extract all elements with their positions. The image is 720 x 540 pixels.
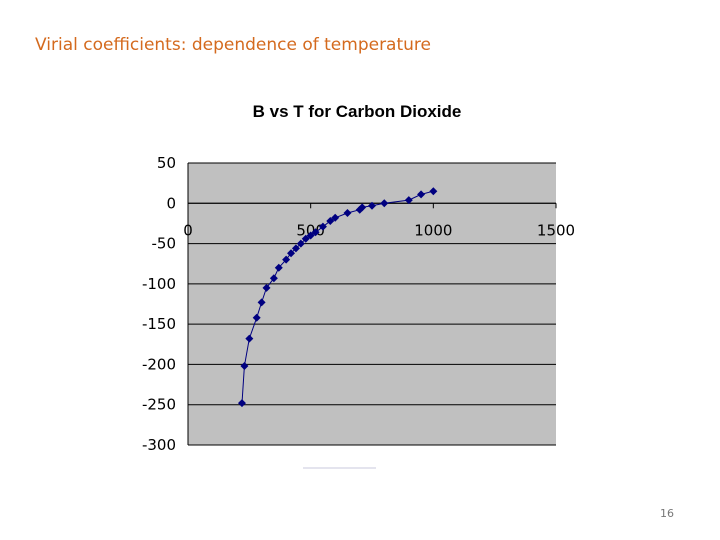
plot-area — [188, 163, 556, 445]
data-point — [358, 203, 367, 212]
y-tick-labels: 50 0 -50 -100 -150 -200 -250 -300 — [142, 154, 176, 454]
grid-lines — [187, 162, 557, 446]
data-point — [311, 228, 320, 237]
x-tick-label: 1500 — [537, 221, 575, 239]
data-point — [287, 249, 296, 258]
data-point — [429, 187, 438, 196]
data-point — [296, 239, 305, 248]
y-tick-label: -150 — [142, 315, 176, 333]
slide-title: Virial coefficients: dependence of tempe… — [35, 35, 431, 55]
y-tick-label: -200 — [142, 355, 176, 373]
data-point — [417, 190, 426, 199]
data-point — [252, 313, 261, 322]
data-point — [262, 283, 271, 292]
x-tick-label: 0 — [183, 221, 193, 239]
data-point — [306, 231, 315, 240]
data-point — [326, 217, 335, 226]
data-point — [245, 334, 254, 343]
data-point — [331, 213, 340, 222]
data-point — [237, 399, 246, 408]
data-point — [380, 199, 389, 208]
data-point — [368, 201, 376, 210]
y-tick-label: -300 — [142, 436, 176, 454]
y-tick-label: 0 — [166, 194, 176, 212]
data-point — [404, 196, 413, 205]
data-point — [274, 263, 283, 272]
data-point — [301, 234, 310, 243]
y-tick-label: 50 — [157, 154, 176, 172]
y-tick-label: -50 — [152, 235, 177, 253]
data-point — [291, 244, 300, 253]
data-point — [318, 222, 327, 231]
data-point — [282, 255, 291, 264]
data-point — [269, 274, 278, 283]
x-tick-label: 500 — [296, 221, 325, 239]
data-series — [237, 187, 438, 408]
y-tick-label: -100 — [142, 275, 176, 293]
x-tick-labels: 0 500 1000 1500 — [183, 221, 575, 239]
y-tick-label: -250 — [142, 396, 176, 414]
data-point — [240, 362, 249, 371]
page-number: 16 — [660, 507, 674, 520]
x-tick-label: 1000 — [414, 221, 452, 239]
chart-title: B vs T for Carbon Dioxide — [253, 102, 462, 121]
data-point — [343, 208, 352, 217]
data-point — [257, 298, 266, 307]
